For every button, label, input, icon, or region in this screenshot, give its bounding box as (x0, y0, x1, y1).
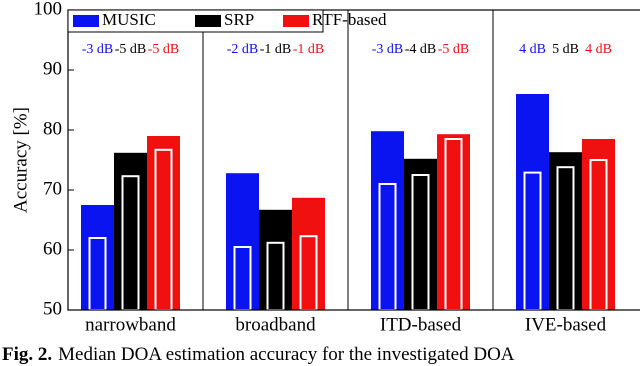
x-tick-label: narrowband (85, 314, 176, 335)
snr-label: 4 dB (585, 42, 612, 57)
snr-label: 5 dB (552, 42, 579, 57)
x-tick-label: ITD-based (380, 314, 462, 335)
snr-label: -5 dB (148, 42, 180, 57)
y-axis-label: Accuracy [%] (10, 107, 31, 213)
inner-bar (233, 246, 252, 311)
snr-label: -2 dB (227, 42, 259, 57)
y-tick-label: 60 (43, 238, 62, 259)
y-tick-label: 100 (34, 0, 63, 19)
inner-bar (411, 174, 430, 311)
snr-label: -3 dB (82, 42, 114, 57)
legend-swatch (195, 15, 221, 27)
snr-label: -4 dB (405, 42, 437, 57)
legend-swatch (73, 15, 99, 27)
inner-bar (378, 183, 397, 311)
plot-frame (67, 9, 640, 311)
caption: Fig. 2. Median DOA estimation accuracy fo… (2, 344, 515, 365)
inner-bar (154, 148, 173, 311)
y-tick-label: 90 (43, 58, 62, 79)
snr-label: -5 dB (115, 42, 147, 57)
legend-label: MUSIC (102, 10, 156, 29)
inner-bar (444, 138, 463, 311)
inner-bar (523, 171, 542, 311)
snr-label: -1 dB (293, 42, 325, 57)
inner-bar (299, 235, 318, 311)
y-tick-label: 50 (43, 298, 62, 319)
snr-label: 4 dB (519, 42, 546, 57)
inner-bar (121, 175, 140, 311)
y-tick-label: 80 (43, 118, 62, 139)
legend-swatch (283, 15, 309, 27)
snr-label: -3 dB (372, 42, 404, 57)
inner-bar (266, 241, 285, 311)
inner-bar (589, 159, 608, 311)
snr-label: -1 dB (260, 42, 292, 57)
snr-label: -5 dB (438, 42, 470, 57)
caption-label: Fig. 2. (2, 344, 52, 365)
inner-bar (88, 237, 107, 311)
legend-label: SRP (224, 10, 254, 29)
x-tick-label: broadband (235, 314, 316, 335)
caption-text: Median DOA estimation accuracy for the i… (58, 344, 515, 365)
x-tick-label: IVE-based (525, 314, 607, 335)
legend-label: RTF-based (312, 10, 387, 29)
inner-bar (556, 166, 575, 311)
y-tick-label: 70 (43, 178, 62, 199)
